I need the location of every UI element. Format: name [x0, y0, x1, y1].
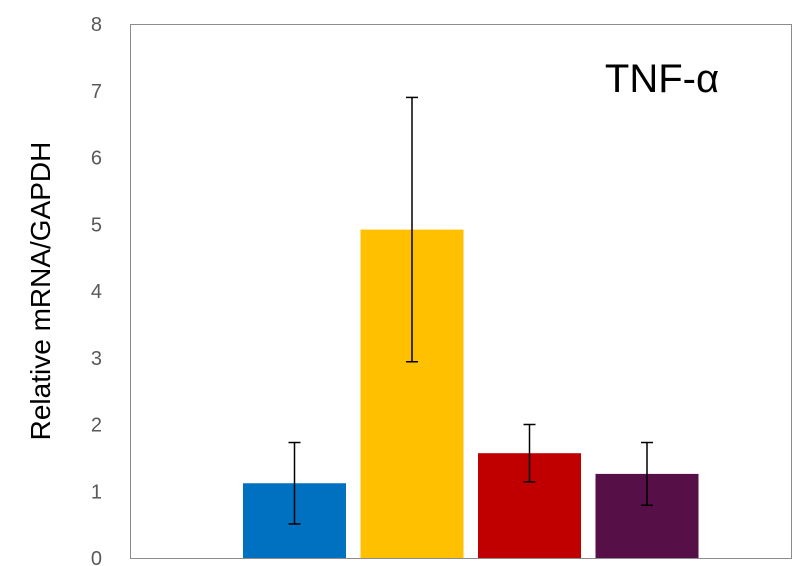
bars — [243, 229, 699, 558]
y-tick-label: 8 — [91, 14, 102, 36]
error-bar — [288, 441, 301, 525]
chart-title: TNF-α — [605, 57, 719, 101]
y-tick-label: 0 — [91, 548, 102, 566]
y-tick-label: 3 — [91, 348, 102, 370]
y-tick-label: 2 — [91, 415, 102, 437]
y-tick-label: 4 — [91, 281, 102, 303]
y-tick-label: 5 — [91, 214, 102, 236]
y-tick-label: 6 — [91, 148, 102, 170]
y-tick-label: 1 — [91, 481, 102, 503]
plot-frame — [130, 24, 792, 559]
error-bar — [523, 423, 536, 483]
error-bars — [288, 96, 653, 525]
y-tick-labels: 0 1 2 3 4 5 6 7 8 — [91, 14, 102, 566]
y-axis-label: Relative mRNA/GAPDH — [25, 142, 56, 441]
error-bar — [406, 96, 418, 363]
error-bar — [641, 441, 653, 507]
y-tick-label: 7 — [91, 81, 102, 103]
